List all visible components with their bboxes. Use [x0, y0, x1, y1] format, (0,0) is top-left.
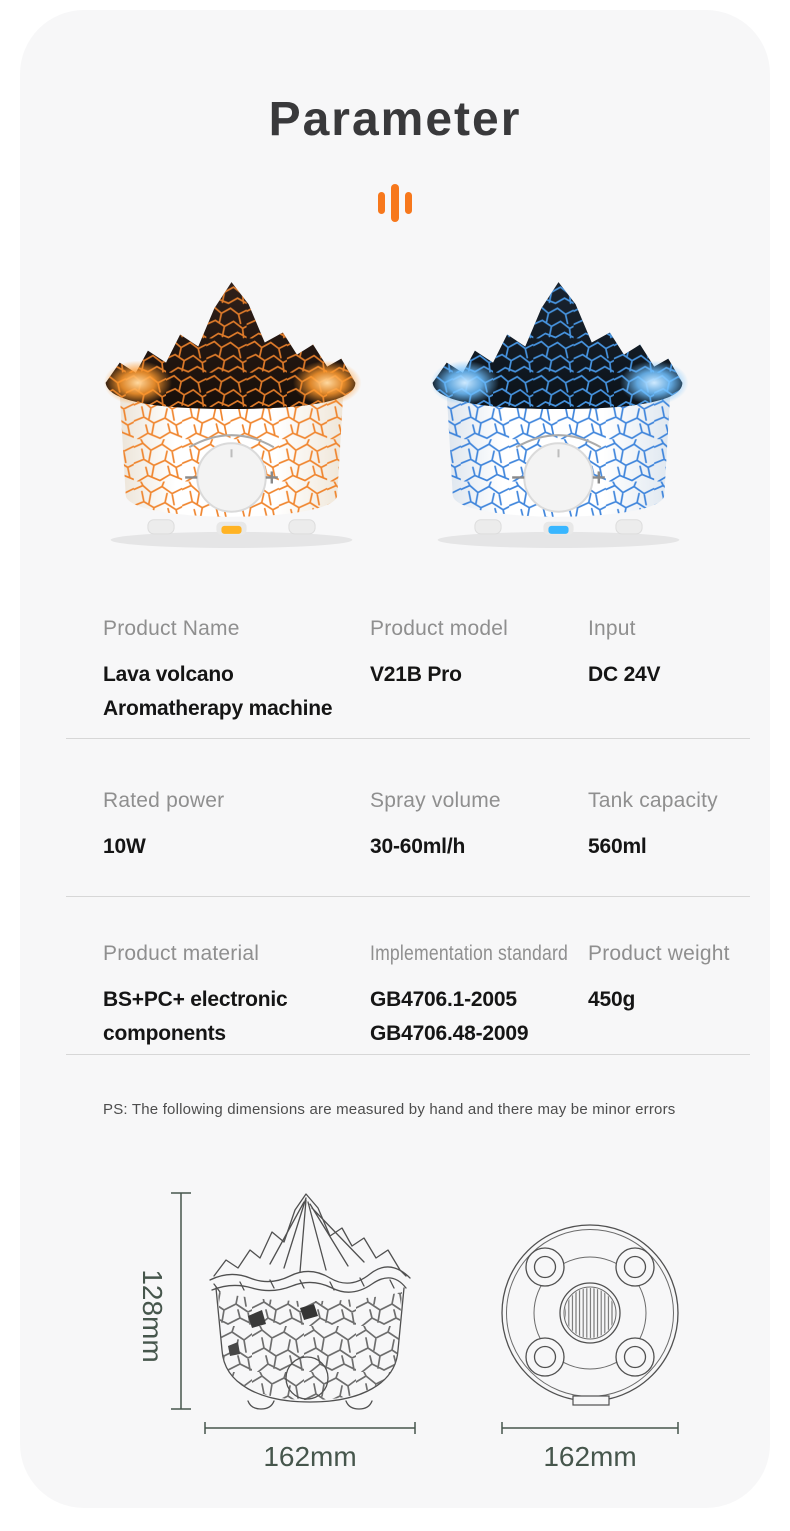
height-dimension-label: 128mm [137, 1269, 168, 1363]
audio-bar-right [405, 192, 412, 214]
spec-label: Input [588, 617, 636, 640]
divider [66, 738, 750, 739]
audio-bar-left [378, 192, 385, 214]
spec-cell-rated-power: Rated power 10W [103, 788, 361, 864]
product-photo-blue [430, 282, 689, 548]
audio-bars-icon [378, 183, 412, 223]
spec-label: Product Name [103, 617, 240, 640]
spec-label: Tank capacity [588, 789, 718, 812]
front-width-dimension-label: 162mm [263, 1441, 357, 1472]
spec-label: Product model [370, 617, 509, 640]
volcano-cone-flame [103, 282, 362, 409]
measurement-note: PS: The following dimensions are measure… [103, 1101, 676, 1118]
base-tab [572, 1395, 610, 1406]
spec-cell-product-model: Product model V21B Pro [370, 616, 582, 692]
height-dimension-line [171, 1192, 191, 1410]
front-view-diagram [209, 1193, 411, 1410]
spec-label: Product material [103, 942, 260, 965]
base-light-blue [548, 525, 569, 534]
product-photo-flame [103, 282, 362, 548]
spec-value: BS+PC+ electronic components [103, 988, 288, 1045]
knob-outline [285, 1356, 329, 1400]
feet-outline [247, 1400, 373, 1410]
rubber-feet [525, 1247, 655, 1377]
spec-value: 30-60ml/h [370, 835, 466, 858]
spec-value: GB4706.1-2005 GB4706.48-2009 [370, 988, 529, 1045]
width-dimension-line-bottom [501, 1422, 679, 1434]
spec-cell-product-name: Product Name Lava volcano Aromatherapy m… [103, 616, 361, 726]
bottom-view-diagram [501, 1224, 679, 1406]
spec-cell-product-weight: Product weight 450g [588, 941, 748, 1017]
spec-cell-spray-volume: Spray volume 30-60ml/h [370, 788, 582, 864]
divider [66, 896, 750, 897]
spec-cell-input: Input DC 24V [588, 616, 748, 692]
spec-label: Rated power [103, 789, 225, 812]
vent-grille [559, 1282, 621, 1344]
plus-icon [592, 471, 605, 484]
spec-value: V21B Pro [370, 663, 462, 686]
spec-label: Spray volume [370, 789, 501, 812]
spec-cell-implementation-standard: Implementation standard GB4706.1-2005 GB… [370, 941, 582, 1051]
bottom-width-dimension-label: 162mm [543, 1441, 637, 1472]
spec-label: Product weight [588, 942, 730, 965]
control-knob-flame [185, 442, 278, 513]
page-title: Parameter [268, 93, 522, 146]
control-knob-blue [512, 442, 605, 513]
volcano-outline [209, 1193, 411, 1293]
audio-bar-middle [391, 184, 399, 222]
spec-value: 10W [103, 835, 146, 858]
spec-value: 450g [588, 988, 636, 1011]
volcano-cone-blue [430, 282, 689, 409]
base-light-flame [221, 525, 242, 534]
plus-icon [265, 471, 278, 484]
spec-cell-product-material: Product material BS+PC+ electronic compo… [103, 941, 361, 1051]
spec-label: Implementation standard [370, 942, 569, 965]
width-dimension-line-front [204, 1422, 416, 1434]
product-photos [0, 270, 790, 552]
spec-value: Lava volcano Aromatherapy machine [103, 663, 333, 720]
divider [66, 1054, 750, 1055]
spec-cell-tank-capacity: Tank capacity 560ml [588, 788, 748, 864]
spec-value: DC 24V [588, 663, 661, 686]
body-outline [215, 1287, 405, 1403]
spec-value: 560ml [588, 835, 647, 858]
